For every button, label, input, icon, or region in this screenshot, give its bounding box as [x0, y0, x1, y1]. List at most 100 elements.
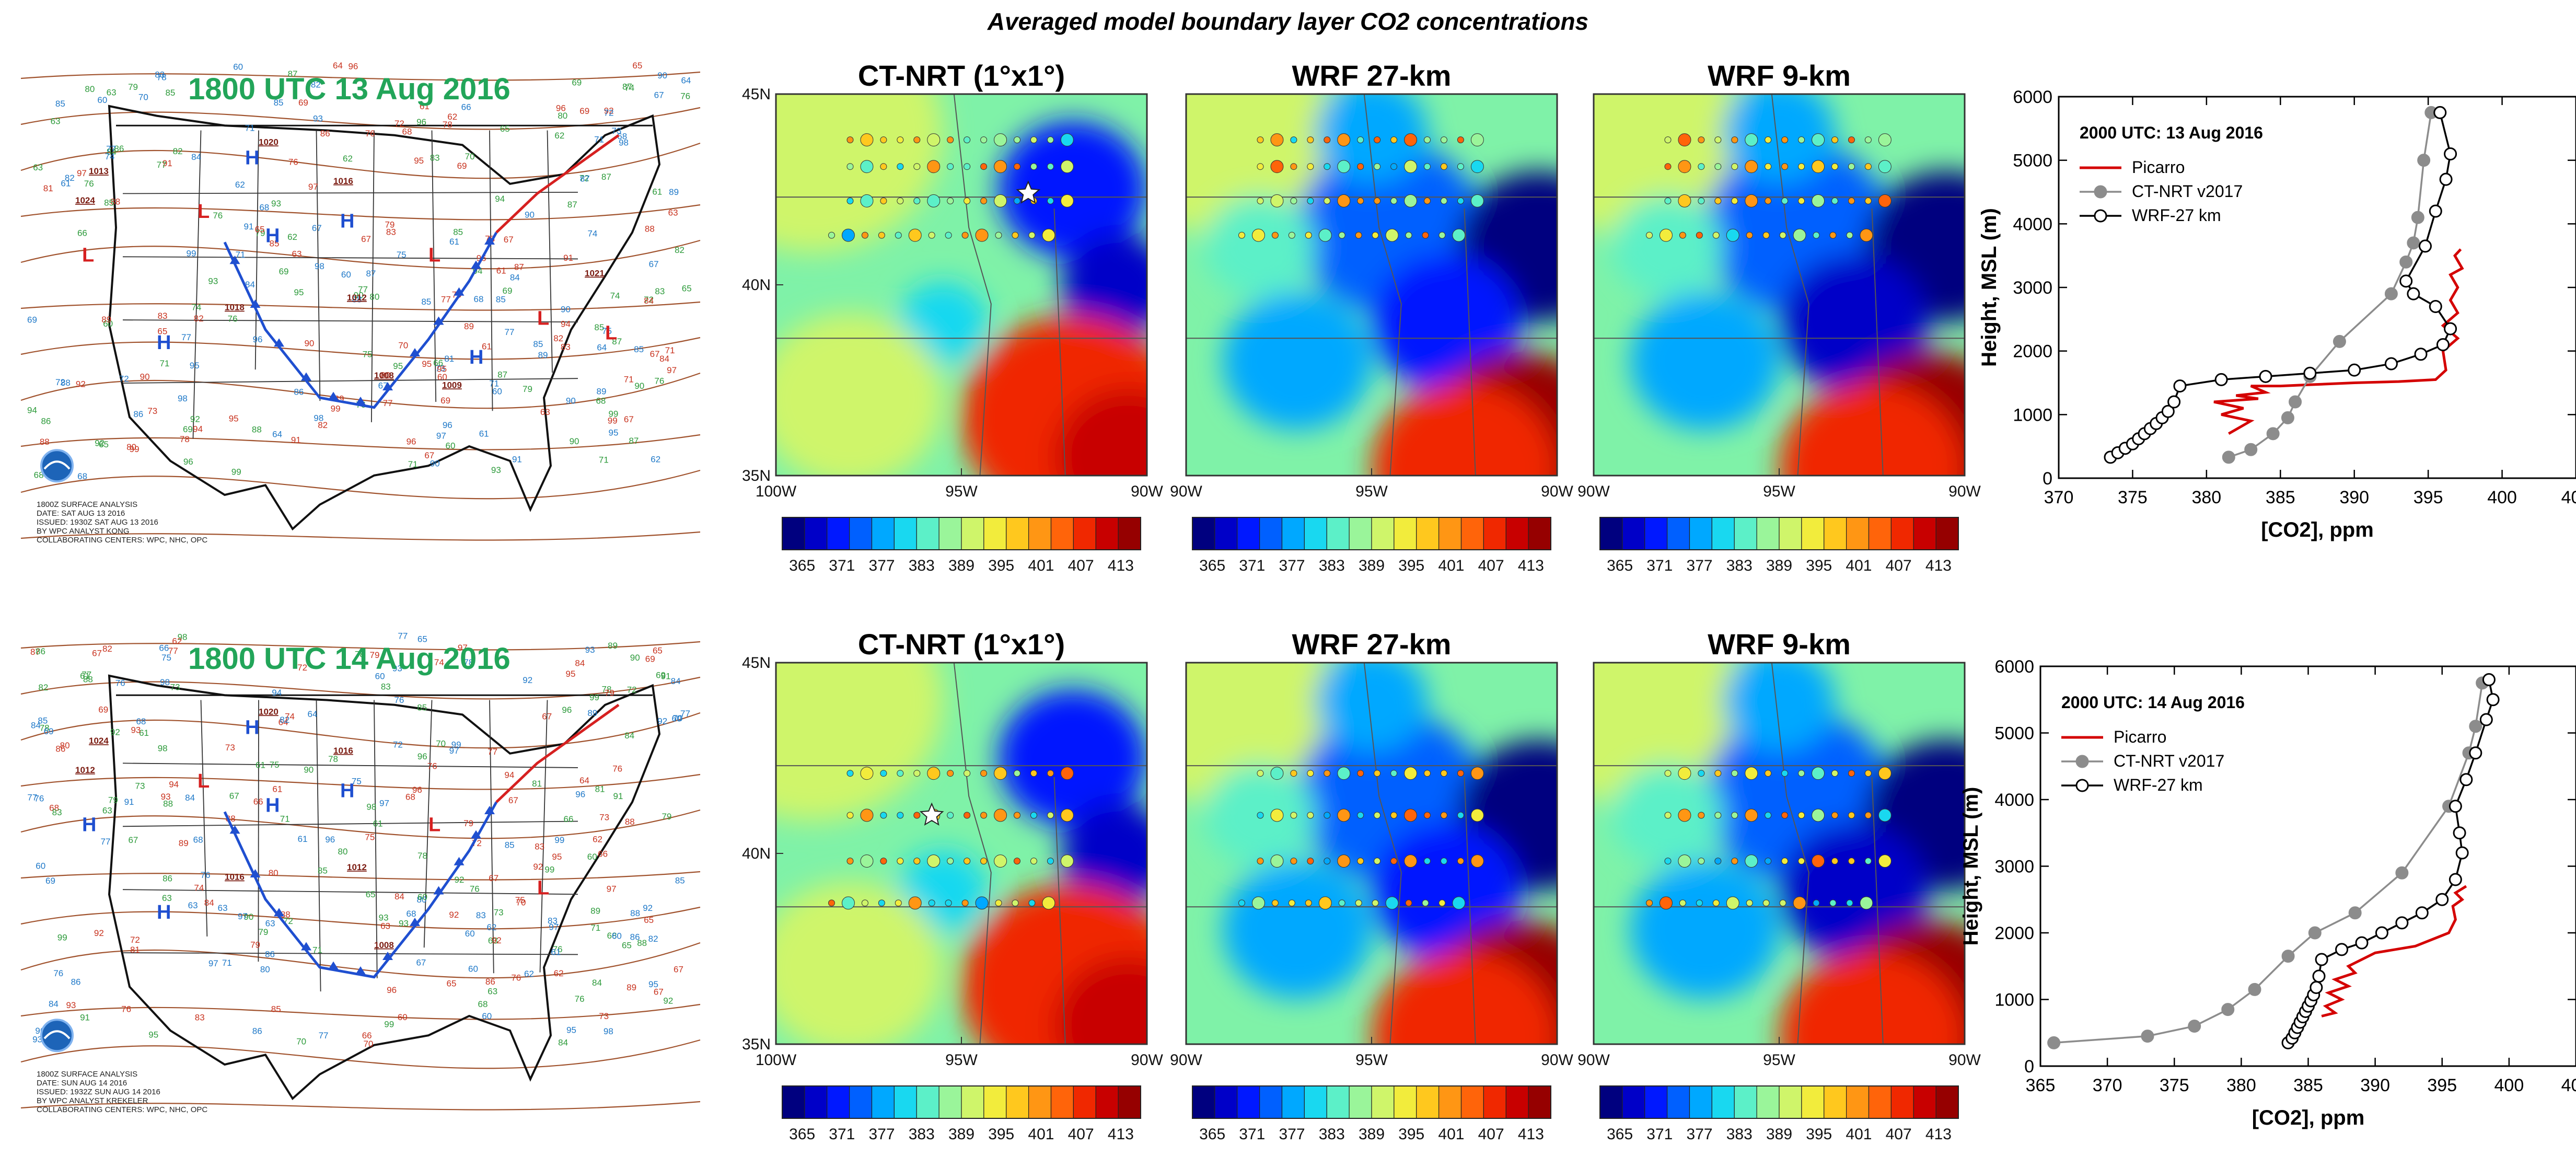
flight-leg-point — [1813, 232, 1820, 239]
flight-leg-point — [861, 232, 868, 239]
colorbar-segment — [1438, 1085, 1462, 1119]
legend-swatch-marker — [2075, 779, 2089, 792]
colorbar-frame — [1192, 517, 1551, 550]
cold-front-barb — [229, 256, 240, 264]
colorbar-segment — [1711, 1085, 1735, 1119]
co2-panel: CT-NRT (1°x1°) 100W 95W 90W 45N 40N 35N 365 371 3… — [742, 628, 1164, 1143]
co2-blob — [1204, 195, 1316, 298]
warm-front — [495, 703, 620, 803]
x-tick-label: 100W — [756, 1051, 797, 1069]
co2-panel: WRF 9-km 90W 95W 90W 365 371 377 383 389 395 401 40… — [1577, 628, 1981, 1143]
station-plot: 72 — [394, 119, 404, 129]
flight-leg-point — [1848, 163, 1855, 170]
station-plot: 93 — [161, 792, 171, 802]
co2-panel: CT-NRT (1°x1°) 100W 95W 90W 45N 40N 35N 365 371 3… — [742, 59, 1164, 574]
x-tick-label: 375 — [2118, 488, 2148, 507]
station-plot: 68 — [617, 132, 627, 142]
flight-leg-point — [1765, 858, 1772, 865]
station-plot: 92 — [455, 875, 465, 885]
flight-leg-point — [1457, 163, 1464, 170]
x-tick-label: 95W — [1763, 483, 1795, 500]
series-point — [2449, 873, 2462, 886]
flight-leg-point — [1779, 232, 1786, 239]
station-plot: 78 — [180, 434, 190, 444]
flight-leg-point — [1355, 899, 1362, 907]
flight-leg-point — [1793, 896, 1806, 910]
colorbar-tick-label: 401 — [1028, 557, 1054, 574]
colorbar-tick-label: 389 — [1766, 557, 1792, 574]
flight-leg-point — [1746, 232, 1753, 239]
site-star-marker — [919, 802, 944, 826]
series-point — [2449, 800, 2462, 813]
station-plot: 98 — [366, 802, 376, 812]
x-tick-label: 405 — [2561, 488, 2576, 507]
station-plot: 77 — [383, 398, 393, 408]
series-point — [2399, 274, 2413, 288]
station-plot: 60 — [103, 319, 113, 329]
colorbar-segment — [1259, 517, 1283, 550]
co2-blob — [1372, 382, 1557, 476]
station-plot: 94 — [169, 780, 179, 790]
station-plot: 82 — [102, 644, 112, 654]
flight-leg-point — [1030, 858, 1037, 865]
station-plot: 98 — [178, 394, 188, 403]
flight-leg-point — [927, 767, 941, 780]
state-border — [258, 700, 259, 962]
flight-leg-point — [1014, 197, 1020, 204]
colorbar-segment — [1505, 517, 1529, 550]
flight-leg-point — [1424, 858, 1431, 865]
map-title: 1800 UTC 14 Aug 2016 — [188, 642, 510, 676]
cold-front-barb — [471, 830, 481, 839]
station-plot: 87 — [366, 269, 376, 279]
pressure-center: H — [245, 147, 259, 169]
flight-leg-point — [1698, 136, 1705, 144]
colorbar-tick-label: 377 — [1687, 1126, 1713, 1143]
flight-leg-point — [1390, 163, 1398, 170]
station-plot: 76 — [470, 884, 480, 894]
station-plot: 60 — [97, 95, 107, 105]
pressure-center: H — [265, 794, 280, 816]
x-tick-label: 380 — [2226, 1076, 2256, 1095]
panel-title: WRF 9-km — [1708, 628, 1851, 661]
panel-title: CT-NRT (1°x1°) — [858, 628, 1065, 661]
station-plot: 67 — [489, 873, 498, 883]
pressure-center: H — [469, 346, 483, 368]
flight-leg-point — [1678, 808, 1691, 822]
flight-leg-point — [860, 133, 874, 147]
series-point — [2266, 427, 2280, 441]
station-plot: 84 — [558, 1038, 568, 1048]
state-border — [122, 889, 578, 895]
flight-leg-point — [1781, 136, 1789, 144]
colorbar-tick-label: 401 — [1438, 1126, 1464, 1143]
flight-leg-point — [880, 163, 887, 170]
station-plot: 73 — [494, 908, 504, 918]
colorbar-frame — [1599, 1085, 1959, 1119]
station-plot: 87 — [580, 174, 590, 183]
flight-leg-point — [995, 899, 1002, 907]
colorbar-tick-label: 407 — [1478, 1126, 1504, 1143]
flight-leg-point — [913, 197, 921, 204]
station-plot: 78 — [417, 851, 427, 861]
flight-leg-point — [927, 854, 941, 868]
x-tick-label: 90W — [1170, 1051, 1202, 1069]
co2-blob — [1723, 663, 1835, 753]
flight-leg-point — [1288, 899, 1295, 907]
flight-leg-point — [846, 163, 854, 170]
station-plot: 76 — [575, 994, 585, 1004]
flight-leg-point — [1745, 133, 1758, 147]
flight-leg-point — [1404, 854, 1418, 868]
flight-leg-point — [1440, 858, 1447, 865]
co2-blob — [1223, 861, 1372, 999]
station-plot: 65 — [644, 915, 654, 925]
station-plot: 85 — [634, 344, 644, 354]
station-plot: 97 — [458, 643, 468, 653]
flight-leg-point — [1848, 770, 1855, 777]
series-point — [2312, 969, 2326, 983]
flight-leg-point — [913, 812, 921, 819]
flight-leg-point — [1679, 899, 1686, 907]
station-plot: 60 — [482, 1011, 492, 1021]
state-boundary — [1053, 777, 1066, 1044]
y-tick-label: 1000 — [1994, 990, 2034, 1010]
station-plot: 60 — [437, 372, 447, 382]
flight-leg-point — [1307, 197, 1314, 204]
